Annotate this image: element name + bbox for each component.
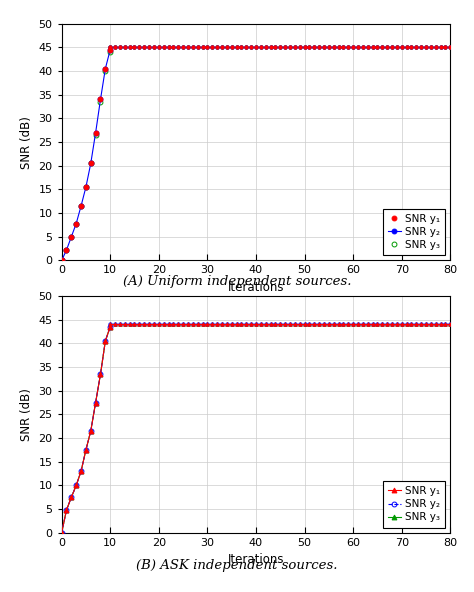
SNR y₃	[93, 131, 99, 139]
SNR y₂	[64, 507, 69, 514]
SNR y₃	[64, 246, 69, 253]
SNR y₃	[83, 446, 89, 453]
SNR y₁	[107, 46, 113, 53]
SNR y₂	[83, 184, 89, 191]
SNR y₂	[107, 46, 113, 53]
SNR y₁	[73, 482, 79, 489]
SNR y₁	[83, 446, 89, 453]
SNR y₂	[102, 337, 108, 345]
SNR y₁	[102, 337, 108, 345]
X-axis label: Iterations: Iterations	[228, 553, 284, 566]
SNR y₃	[107, 323, 113, 330]
SNR y₂	[93, 129, 99, 136]
SNR y₂	[102, 65, 108, 72]
SNR y₃	[73, 220, 79, 227]
SNR y₁	[98, 96, 103, 103]
SNR y₃	[73, 482, 79, 489]
Line: SNR y₁: SNR y₁	[59, 47, 113, 263]
SNR y₁	[78, 468, 84, 475]
SNR y₂	[98, 371, 103, 378]
Legend: SNR y₁, SNR y₂, SNR y₃: SNR y₁, SNR y₂, SNR y₃	[383, 208, 445, 255]
SNR y₂	[107, 323, 113, 330]
SNR y₂	[73, 482, 79, 489]
Line: SNR y₃: SNR y₃	[59, 324, 113, 535]
SNR y₃	[59, 257, 64, 264]
SNR y₁	[59, 257, 64, 264]
SNR y₃	[68, 233, 74, 240]
SNR y₁	[73, 220, 79, 227]
SNR y₃	[83, 184, 89, 191]
SNR y₂	[88, 427, 93, 435]
SNR y₁	[64, 507, 69, 514]
SNR y₂	[68, 494, 74, 501]
SNR y₁	[107, 323, 113, 330]
SNR y₃	[88, 427, 93, 435]
SNR y₂	[59, 257, 64, 264]
SNR y₁	[68, 494, 74, 501]
Legend: SNR y₁, SNR y₂, SNR y₃: SNR y₁, SNR y₂, SNR y₃	[383, 481, 445, 527]
SNR y₃	[59, 529, 64, 536]
SNR y₂	[88, 160, 93, 167]
SNR y₂	[68, 233, 74, 240]
SNR y₃	[102, 337, 108, 345]
SNR y₃	[64, 507, 69, 514]
SNR y₁	[59, 529, 64, 536]
Y-axis label: SNR (dB): SNR (dB)	[20, 388, 33, 441]
SNR y₃	[98, 371, 103, 378]
SNR y₂	[59, 529, 64, 536]
SNR y₂	[73, 220, 79, 227]
SNR y₁	[102, 65, 108, 72]
SNR y₁	[83, 184, 89, 191]
SNR y₃	[78, 202, 84, 210]
Line: SNR y₂: SNR y₂	[59, 47, 113, 263]
Line: SNR y₃: SNR y₃	[59, 50, 113, 263]
SNR y₁	[68, 233, 74, 240]
SNR y₁	[64, 246, 69, 253]
SNR y₁	[93, 399, 99, 406]
SNR y₃	[107, 49, 113, 56]
SNR y₂	[93, 399, 99, 406]
SNR y₃	[88, 160, 93, 167]
Line: SNR y₂: SNR y₂	[59, 324, 113, 535]
SNR y₃	[78, 468, 84, 475]
SNR y₁	[78, 202, 84, 210]
SNR y₁	[98, 371, 103, 378]
Y-axis label: SNR (dB): SNR (dB)	[20, 115, 33, 169]
SNR y₃	[68, 494, 74, 501]
SNR y₂	[64, 246, 69, 253]
X-axis label: Iterations: Iterations	[228, 281, 284, 294]
SNR y₂	[98, 96, 103, 103]
Line: SNR y₁: SNR y₁	[59, 324, 113, 535]
SNR y₁	[88, 160, 93, 167]
SNR y₁	[93, 129, 99, 136]
SNR y₃	[102, 67, 108, 75]
SNR y₃	[93, 399, 99, 406]
SNR y₂	[83, 446, 89, 453]
SNR y₂	[78, 468, 84, 475]
Text: (A) Uniform independent sources.: (A) Uniform independent sources.	[123, 275, 351, 288]
SNR y₃	[98, 98, 103, 105]
SNR y₂	[78, 202, 84, 210]
Text: (B) ASK independent sources.: (B) ASK independent sources.	[136, 559, 338, 572]
SNR y₁	[88, 427, 93, 435]
